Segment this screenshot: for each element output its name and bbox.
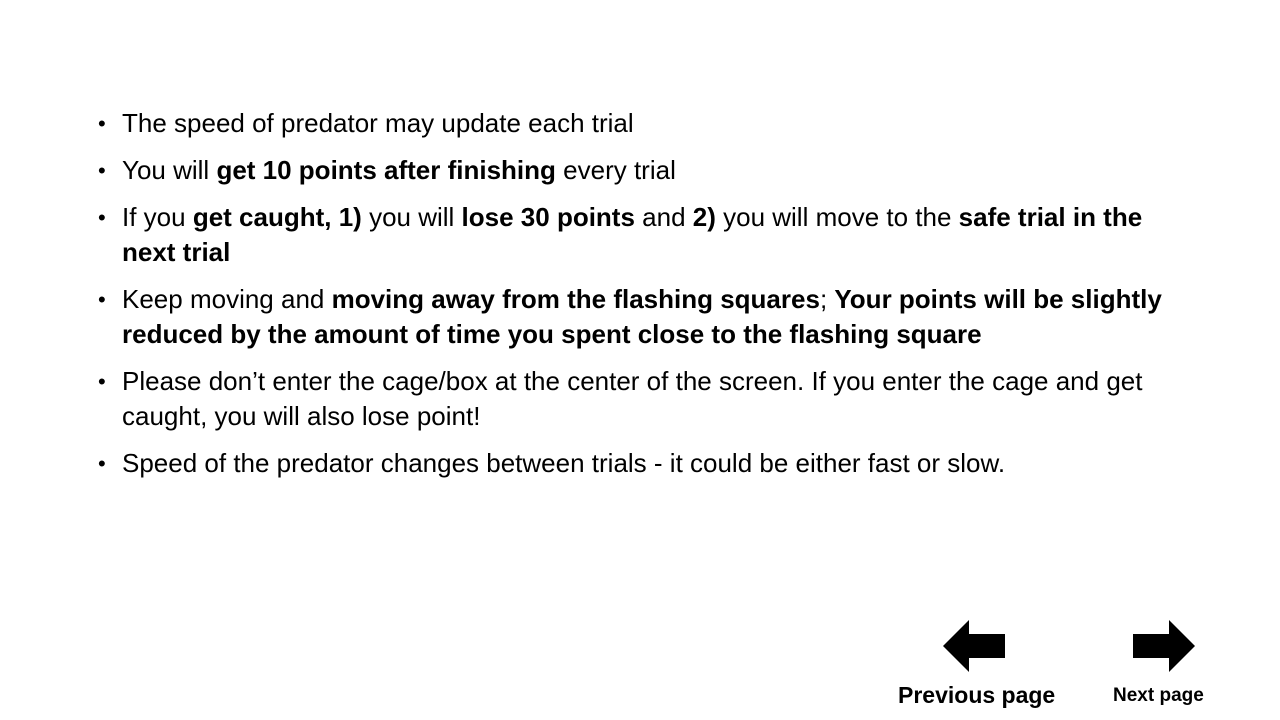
instruction-text-bold: 2) — [692, 202, 716, 232]
instruction-text-bold: get caught, 1) — [192, 202, 362, 232]
instruction-text: You will — [122, 155, 217, 185]
bullet-icon: • — [98, 451, 106, 476]
instruction-text-bold: moving away from the flashing squares — [331, 284, 820, 314]
instruction-item: • Speed of the predator changes between … — [98, 446, 1192, 481]
instruction-text: and — [634, 202, 693, 232]
bullet-icon: • — [98, 287, 106, 312]
instruction-text-bold: get 10 points after finishing — [216, 155, 556, 185]
bullet-icon: • — [98, 158, 106, 183]
bullet-icon: • — [98, 111, 106, 136]
instruction-item: • Keep moving and moving away from the f… — [98, 282, 1192, 352]
instruction-text-bold: safe trial in the next trial — [122, 202, 1143, 267]
arrow-right-shape — [1133, 620, 1195, 672]
instruction-text: Please don’t enter the cage/box at the c… — [122, 366, 1143, 431]
instruction-text: Keep moving and — [122, 284, 332, 314]
instruction-list: • The speed of predator may update each … — [98, 106, 1192, 493]
previous-page-button[interactable] — [943, 620, 1007, 672]
instruction-text-bold: lose 30 points — [461, 202, 635, 232]
instruction-text: If you — [122, 202, 193, 232]
next-page-button[interactable] — [1131, 620, 1195, 672]
bullet-icon: • — [98, 369, 106, 394]
instruction-text-bold: Your points will be slightly reduced by … — [122, 284, 1162, 349]
instruction-text: you will move to the — [715, 202, 959, 232]
instruction-item: • If you get caught, 1) you will lose 30… — [98, 200, 1192, 270]
instruction-text: Speed of the predator changes between tr… — [122, 448, 1006, 478]
next-page-label[interactable]: Next page — [1113, 685, 1204, 706]
instruction-item: • Please don’t enter the cage/box at the… — [98, 364, 1192, 434]
instruction-text: you will — [361, 202, 462, 232]
instruction-text: ; — [819, 284, 835, 314]
instruction-item: • The speed of predator may update each … — [98, 106, 1192, 141]
arrow-left-icon — [943, 620, 1005, 672]
instruction-text: The speed of predator may update each tr… — [122, 108, 634, 138]
previous-page-label[interactable]: Previous page — [898, 682, 1056, 708]
arrow-right-icon — [1133, 620, 1195, 672]
instruction-item: • You will get 10 points after finishing… — [98, 153, 1192, 188]
arrow-left-shape — [943, 620, 1005, 672]
instruction-text: every trial — [555, 155, 676, 185]
bullet-icon: • — [98, 205, 106, 230]
